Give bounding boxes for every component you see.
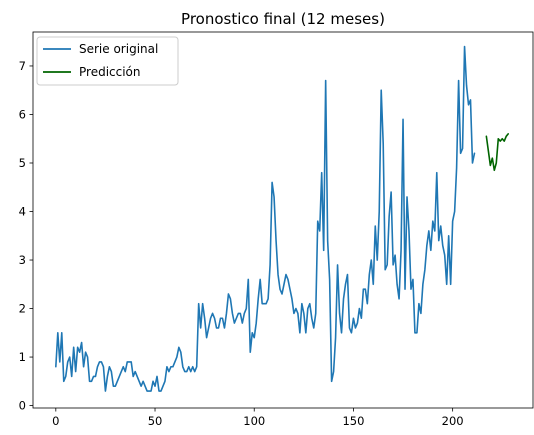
legend: Serie original Predicción [36,36,179,86]
y-tick-label: 6 [19,107,26,121]
x-tick-label: 200 [442,414,464,428]
y-tick-label: 2 [19,302,26,316]
series-line-1 [485,133,510,172]
y-axis: 0 1 2 3 4 5 6 7 [19,59,33,413]
y-tick-label: 1 [19,350,26,364]
x-tick-label: 0 [52,414,59,428]
y-tick-label: 4 [19,205,26,219]
y-tick-label: 0 [19,399,26,413]
x-tick-label: 150 [342,414,364,428]
legend-box [36,36,179,86]
plot-frame [32,31,534,409]
x-tick-label: 50 [148,414,163,428]
x-tick-label: 100 [243,414,265,428]
x-axis: 0 50 100 150 200 [52,408,464,428]
chart-title: Pronostico final (12 meses) [181,10,385,28]
y-tick-label: 3 [19,253,26,267]
legend-label-prediccion: Predicción [79,65,141,79]
series-layer [55,45,510,392]
series-line-0 [55,45,476,392]
y-tick-label: 7 [19,59,26,73]
legend-label-serie-original: Serie original [79,42,158,56]
y-tick-label: 5 [19,156,26,170]
